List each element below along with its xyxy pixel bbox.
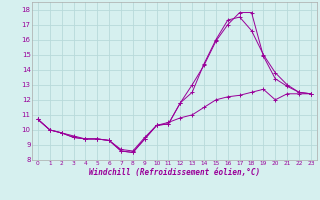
X-axis label: Windchill (Refroidissement éolien,°C): Windchill (Refroidissement éolien,°C) (89, 168, 260, 177)
